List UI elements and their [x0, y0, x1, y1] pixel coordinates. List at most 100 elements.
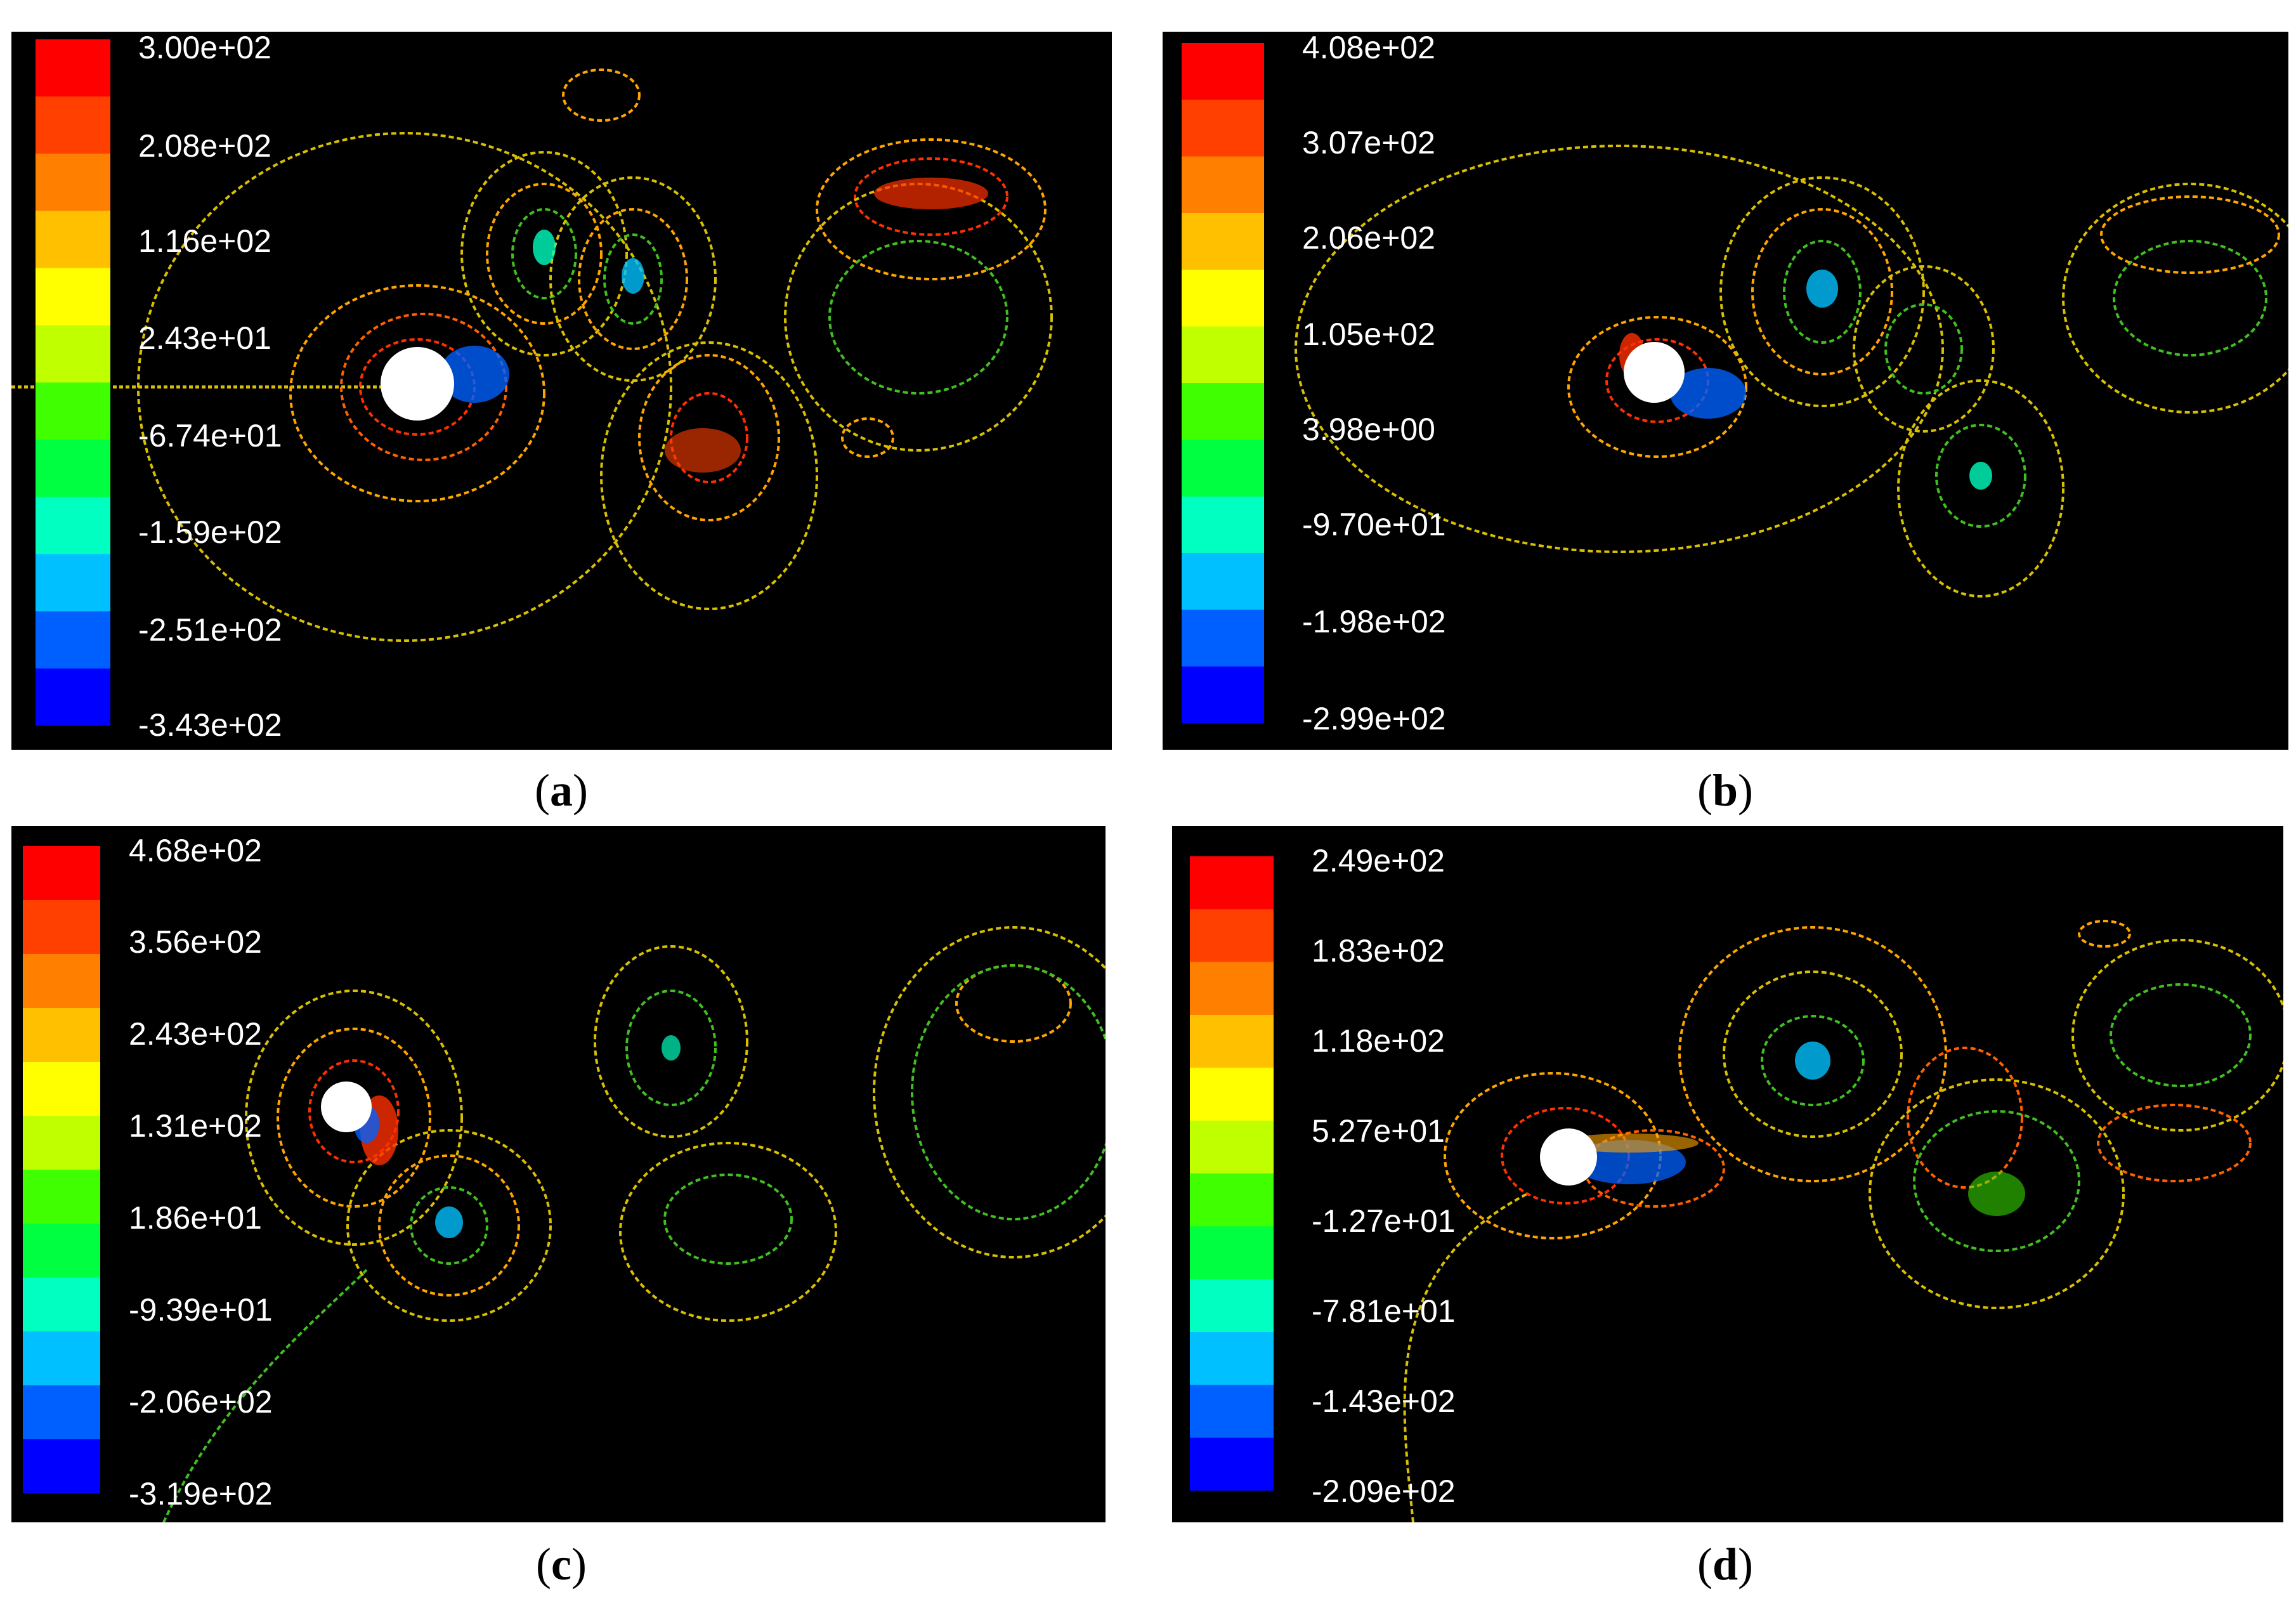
contour-field-a: [11, 69, 1053, 642]
colorbar-step: [1190, 1305, 1274, 1333]
colorbar-step: [36, 468, 110, 497]
colorbar-step: [23, 981, 100, 1009]
colorbar-tick: 1.31e+02: [129, 1108, 262, 1144]
colorbar-step: [36, 382, 110, 412]
colorbar-step: [36, 353, 110, 383]
colorbar-step: [36, 497, 110, 526]
colorbar-tick: 5.27e+01: [1312, 1113, 1445, 1149]
colorbar-step: [1190, 1226, 1274, 1253]
colorbar-step: [23, 1412, 100, 1440]
colorbar-step: [36, 639, 110, 669]
colorbar-step: [1190, 1464, 1274, 1491]
colorbar-step: [23, 846, 100, 873]
colorbar-step: [1182, 100, 1264, 129]
colorbar-tick: -3.19e+02: [129, 1476, 273, 1512]
colorbar-step: [1190, 909, 1274, 936]
colorbar-tick: 3.00e+02: [138, 32, 271, 65]
colorbar-tick: 2.43e+01: [138, 320, 271, 356]
colorbar-tick: -9.39e+01: [129, 1292, 273, 1328]
contour-panel-c: 4.68e+02 3.56e+02 2.43e+02 1.31e+02 1.86…: [11, 826, 1106, 1522]
colorbar-tick: -1.43e+02: [1312, 1383, 1456, 1419]
colorbar-step: [1190, 1147, 1274, 1174]
colorbar-step: [23, 1142, 100, 1170]
colorbar-step: [1190, 1332, 1274, 1359]
colorbar-step: [1190, 1041, 1274, 1068]
colorbar-step: [1182, 383, 1264, 412]
colorbar-step: [36, 268, 110, 297]
colorbar-step: [1190, 1253, 1274, 1280]
colorbar-d: [1190, 856, 1274, 1491]
colorbar-step: [1182, 666, 1264, 695]
colorbar-b: [1182, 43, 1264, 723]
colorbar-tick: 3.98e+00: [1302, 412, 1435, 447]
colorbar-step: [1182, 581, 1264, 610]
colorbar-tick: -1.98e+02: [1302, 604, 1446, 639]
colorbar-tick: -2.09e+02: [1312, 1474, 1456, 1509]
colorbar-tick: -6.74e+01: [138, 418, 282, 454]
colorbar-step: [36, 154, 110, 183]
colorbar-a: [36, 39, 110, 726]
colorbar-step: [1182, 411, 1264, 440]
contour-field-b: [1295, 145, 2288, 598]
colorbar-step: [23, 1196, 100, 1224]
colorbar-step: [1190, 1120, 1274, 1147]
colorbar-tick: 1.83e+02: [1312, 933, 1445, 969]
colorbar-step: [1190, 856, 1274, 884]
colorbar-step: [1190, 1437, 1274, 1465]
colorbar-step: [1182, 71, 1264, 100]
colorbar-step: [36, 525, 110, 554]
colorbar-step: [1182, 156, 1264, 185]
colorbar-tick: 1.18e+02: [1312, 1023, 1445, 1059]
colorbar-step: [36, 68, 110, 97]
colorbar-step: [23, 1062, 100, 1089]
colorbar-tick: 2.08e+02: [138, 128, 271, 164]
colorbar-step: [23, 1035, 100, 1062]
colorbar-step: [1182, 553, 1264, 582]
colorbar-step: [1190, 1279, 1274, 1306]
colorbar-step: [36, 611, 110, 641]
colorbar-tick: 3.56e+02: [129, 924, 262, 960]
colorbar-step: [1190, 936, 1274, 963]
colorbar-tick: 4.68e+02: [129, 833, 262, 868]
caption-c: (c): [536, 1539, 587, 1590]
colorbar-step: [23, 1439, 100, 1467]
colorbar-step: [36, 239, 110, 269]
colorbar-step: [1182, 185, 1264, 214]
colorbar-step: [1190, 1358, 1274, 1385]
colorbar-tick: 2.43e+02: [129, 1016, 262, 1052]
colorbar-step: [1182, 298, 1264, 327]
colorbar-step: [23, 1250, 100, 1278]
contour-panel-b: 4.08e+02 3.07e+02 2.06e+02 1.05e+02 3.98…: [1163, 32, 2288, 750]
colorbar-step: [1182, 525, 1264, 554]
colorbar-tick: -1.59e+02: [138, 514, 282, 550]
colorbar-step: [1190, 1385, 1274, 1412]
cylinder-b: [1624, 342, 1685, 403]
colorbar-step: [36, 296, 110, 326]
colorbar-step: [23, 1466, 100, 1493]
contour-field-c: [162, 926, 1106, 1522]
colorbar-step: [1182, 638, 1264, 667]
colorbar-step: [23, 900, 100, 927]
colorbar-step: [36, 411, 110, 440]
colorbar-step: [1190, 1015, 1274, 1042]
colorbar-tick: 2.06e+02: [1302, 220, 1435, 256]
colorbar-step: [1182, 695, 1264, 723]
colorbar-step: [23, 1116, 100, 1143]
colorbar-step: [1182, 326, 1264, 355]
colorbar-step: [36, 96, 110, 126]
colorbar-step: [1182, 440, 1264, 469]
colorbar-c: [23, 846, 100, 1493]
colorbar-step: [1190, 962, 1274, 989]
colorbar-step: [1182, 610, 1264, 639]
colorbar-tick: 3.07e+02: [1302, 125, 1435, 160]
colorbar-step: [23, 873, 100, 901]
colorbar-tick: -3.43e+02: [138, 707, 282, 743]
colorbar-tick: 4.08e+02: [1302, 32, 1435, 65]
colorbar-step: [23, 1008, 100, 1035]
colorbar-step: [23, 1385, 100, 1413]
colorbar-step: [1182, 241, 1264, 270]
colorbar-step: [23, 1170, 100, 1197]
colorbar-step: [1190, 1411, 1274, 1439]
caption-b: (b): [1697, 765, 1753, 816]
caption-a: (a): [535, 765, 588, 816]
